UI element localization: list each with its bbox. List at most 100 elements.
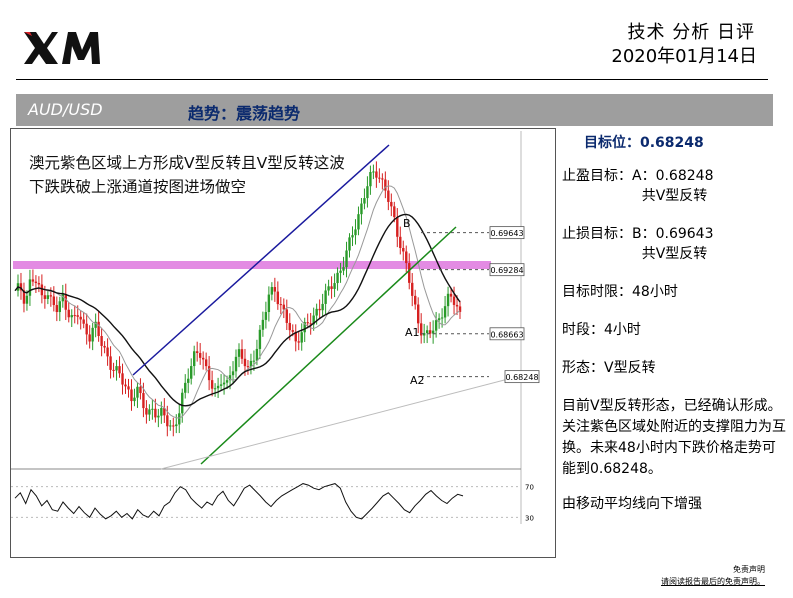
take-profit: 止盈目标：A：0.68248 共V型反转 (562, 166, 787, 206)
level-box (489, 263, 525, 277)
candle-body (55, 305, 59, 313)
candle-body (384, 179, 387, 191)
stop-loss-text: 止损目标：B：0.69643 (562, 226, 714, 242)
candle-body (139, 386, 142, 394)
candle-body (455, 304, 459, 307)
candle-body (276, 291, 280, 305)
candle-body (109, 356, 112, 370)
level-label: 0.69284 (490, 266, 523, 275)
candle-body (411, 282, 414, 296)
point-label-b: B (403, 217, 411, 230)
candle-body (166, 415, 169, 427)
candle-body (58, 301, 61, 313)
stop-loss-sub: 共V型反转 (641, 246, 708, 262)
candle-body (225, 380, 229, 383)
time-limit: 目标时限：48小时 (562, 284, 678, 300)
report-date: 2020年01月14日 (611, 46, 757, 67)
candle-body (282, 304, 285, 310)
candle-body (408, 263, 411, 283)
panel-divider (555, 128, 556, 558)
candle-body (130, 389, 133, 402)
candle-body (339, 270, 342, 273)
candle-body (249, 360, 253, 367)
candle-body (82, 319, 85, 324)
candle-body (309, 323, 312, 325)
disclaimer-text[interactable]: 请阅读报告最后的免责声明。 (661, 577, 765, 586)
chart-annotation: 澳元紫色区域上方形成V型反转且V型反转这波下跌跌破上涨通道按图进场做空 (29, 154, 345, 196)
candle-body (43, 295, 47, 299)
level-label: 0.68663 (490, 330, 523, 339)
candle-body (243, 358, 247, 367)
candle-body (452, 296, 456, 305)
ma-line (14, 213, 461, 407)
candle-body (163, 408, 166, 416)
candle-body (255, 348, 259, 361)
candle-body (231, 371, 235, 376)
candle-body (345, 250, 348, 268)
candle-body (103, 345, 106, 348)
candle-body (187, 378, 190, 383)
candle-body (273, 287, 277, 292)
candle-body (285, 309, 288, 323)
candle-body (366, 186, 369, 199)
candle-body (419, 323, 423, 336)
candle-body (354, 229, 357, 236)
candle-body (267, 294, 271, 313)
candle-body (458, 306, 462, 312)
candle-body (193, 351, 196, 367)
candle-body (201, 357, 205, 360)
stop-loss: 止损目标：B：0.69643 共V型反转 (562, 224, 787, 264)
candle-body (28, 279, 32, 296)
candle-body (178, 413, 181, 425)
candle-body (449, 293, 453, 297)
take-profit-text: 止盈目标：A：0.68248 (562, 168, 714, 184)
candle-body (399, 236, 402, 249)
timeframe: 时段：4小时 (562, 322, 641, 338)
disclaimer: 免责声明 请阅读报告最后的免责声明。 (661, 564, 765, 588)
candle-body (237, 349, 241, 357)
annotation-box: 澳元紫色区域上方形成V型反转且V型反转这波下跌跌破上涨通道按图进场做空 (29, 154, 345, 196)
candle-body (61, 293, 64, 302)
candle-body (85, 323, 88, 335)
candle-body (348, 237, 351, 251)
candle-body (414, 295, 417, 305)
currency-pair: AUD/USD (28, 100, 103, 119)
candle-body (160, 408, 163, 416)
candle-body (142, 393, 145, 409)
xm-logo (24, 32, 100, 64)
rsi-tick-label: 70 (525, 484, 534, 492)
candle-body (94, 321, 97, 328)
candle-body (204, 359, 208, 367)
candle-body (31, 279, 35, 282)
candle-body (181, 392, 184, 414)
analysis-description: 目前V型反转形态，已经确认形成。关注紫色区域处附近的支撑阻力为互换。未来48小时… (562, 398, 786, 477)
candle-body (97, 321, 100, 337)
candle-body (446, 293, 450, 307)
candle-body (324, 290, 327, 304)
candles-group (16, 161, 462, 437)
candle-body (154, 408, 157, 418)
candle-body (115, 366, 118, 371)
pattern: 形态：V型反转 (562, 360, 656, 376)
gray-support-line (160, 376, 517, 470)
candle-body (396, 217, 399, 237)
candle-body (264, 312, 268, 320)
moving-averages (14, 185, 461, 419)
candle-body (88, 334, 91, 342)
level-box (489, 327, 525, 341)
candle-body (351, 235, 354, 238)
header-divider (16, 79, 768, 80)
candle-body (440, 317, 444, 319)
candle-body (360, 203, 363, 215)
candle-body (390, 201, 393, 207)
candle-body (22, 290, 26, 304)
rsi-tick-label: 30 (525, 514, 534, 522)
candle-body (300, 332, 303, 343)
candle-body (312, 315, 315, 325)
candle-body (216, 385, 220, 389)
candle-body (49, 295, 53, 297)
candle-body (363, 198, 366, 204)
candle-body (106, 347, 109, 357)
candle-body (37, 283, 41, 285)
candle-body (258, 329, 262, 349)
